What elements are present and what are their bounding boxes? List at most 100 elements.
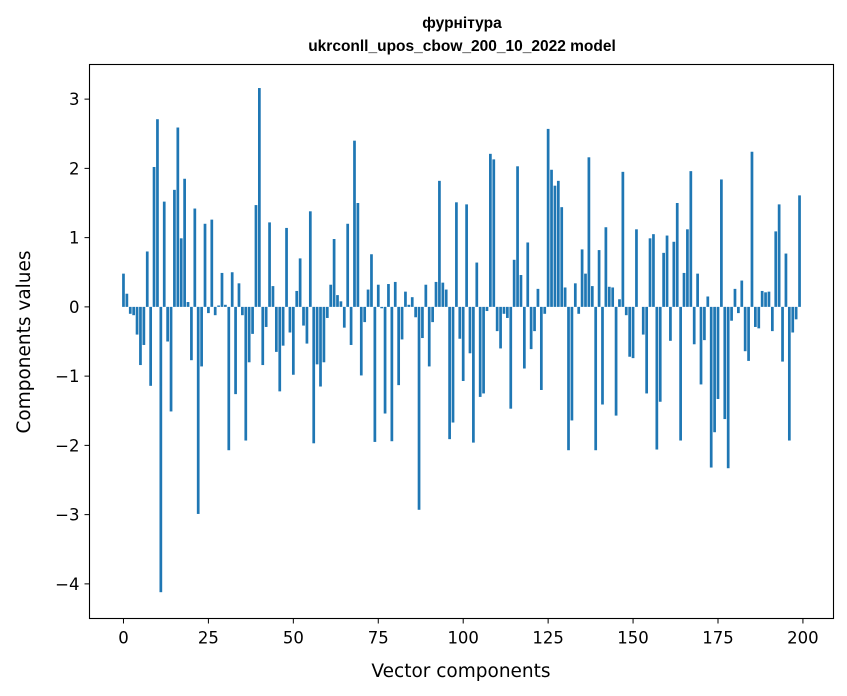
bar: [461, 306, 465, 381]
bar: [516, 166, 519, 307]
x-tick-label: 175: [702, 629, 734, 648]
bar: [244, 306, 248, 441]
bar: [332, 239, 336, 307]
bar: [597, 250, 601, 307]
bar: [468, 306, 472, 354]
bar: [217, 305, 220, 307]
bar: [601, 306, 604, 405]
y-tick-label: 1: [69, 229, 80, 248]
bar: [754, 306, 757, 327]
bar: [764, 292, 767, 307]
bar: [186, 302, 190, 307]
bar: [567, 306, 570, 451]
bar: [733, 288, 737, 307]
bar: [363, 306, 367, 323]
bar: [315, 306, 319, 365]
bar: [404, 291, 407, 307]
bar: [421, 306, 424, 339]
bar: [669, 306, 672, 341]
bar: [577, 306, 581, 314]
bar: [770, 306, 774, 332]
y-tick-label: −2: [55, 436, 79, 455]
bar: [135, 306, 139, 335]
bar: [584, 273, 587, 307]
bar: [652, 234, 655, 307]
plot-frame: [88, 63, 835, 620]
bar: [791, 306, 795, 333]
bar: [655, 306, 659, 450]
bar: [784, 253, 788, 307]
bar: [179, 238, 183, 307]
bar: [268, 222, 271, 307]
bar: [438, 180, 441, 307]
bar: [359, 306, 363, 376]
bar: [302, 306, 305, 326]
bar: [747, 306, 750, 361]
bar: [380, 306, 384, 309]
bar: [390, 306, 394, 442]
bar: [482, 306, 485, 394]
bar: [798, 195, 801, 307]
bar: [451, 306, 455, 423]
bar: [502, 306, 506, 314]
bar: [604, 227, 608, 307]
bar: [509, 306, 513, 409]
x-tick-label: 0: [118, 629, 129, 648]
bar: [499, 306, 502, 349]
bar: [383, 306, 387, 414]
bar: [251, 306, 254, 334]
bar: [641, 306, 645, 335]
bar: [594, 306, 598, 451]
y-tick-label: 2: [69, 159, 80, 178]
bar: [196, 306, 200, 514]
bar: [132, 306, 136, 316]
bar: [475, 262, 479, 307]
bar: [774, 231, 778, 307]
bar: [353, 140, 356, 307]
bar: [672, 241, 676, 307]
bar: [373, 306, 377, 442]
bar: [658, 306, 662, 402]
bar: [207, 306, 210, 314]
bar: [193, 208, 197, 307]
bar: [376, 284, 380, 307]
bar: [489, 153, 492, 307]
bar: [417, 306, 421, 510]
bar: [258, 88, 261, 307]
bar: [607, 286, 611, 307]
chart-title: фурнітура: [422, 15, 502, 32]
bar: [125, 293, 129, 307]
bar: [686, 229, 689, 307]
bar: [689, 171, 693, 307]
chart-subtitle: ukrconll_upos_cbow_200_10_2022 model: [308, 38, 616, 55]
bar: [611, 287, 615, 307]
bar: [264, 306, 268, 327]
bar: [760, 290, 764, 307]
bar: [580, 249, 584, 307]
bar: [546, 128, 550, 307]
bar: [261, 306, 265, 366]
bar: [553, 185, 557, 307]
bar: [512, 259, 516, 307]
bar: [465, 204, 468, 307]
bar: [325, 306, 329, 318]
bar: [254, 205, 258, 307]
bar: [563, 287, 567, 307]
bar: [573, 283, 577, 307]
x-tick-label: 25: [198, 629, 219, 648]
x-axis-label: Vector components: [371, 661, 550, 682]
bar: [455, 202, 458, 307]
x-tick-label: 150: [617, 629, 649, 648]
bars-group: [122, 88, 801, 593]
bar: [370, 254, 373, 307]
bar: [190, 306, 193, 361]
bar: [618, 299, 621, 307]
bar: [478, 306, 482, 397]
bar: [706, 296, 710, 307]
bar: [485, 306, 489, 312]
bar: [159, 306, 163, 593]
bar: [224, 304, 227, 307]
bar: [726, 306, 730, 469]
x-tick-label: 100: [447, 629, 479, 648]
